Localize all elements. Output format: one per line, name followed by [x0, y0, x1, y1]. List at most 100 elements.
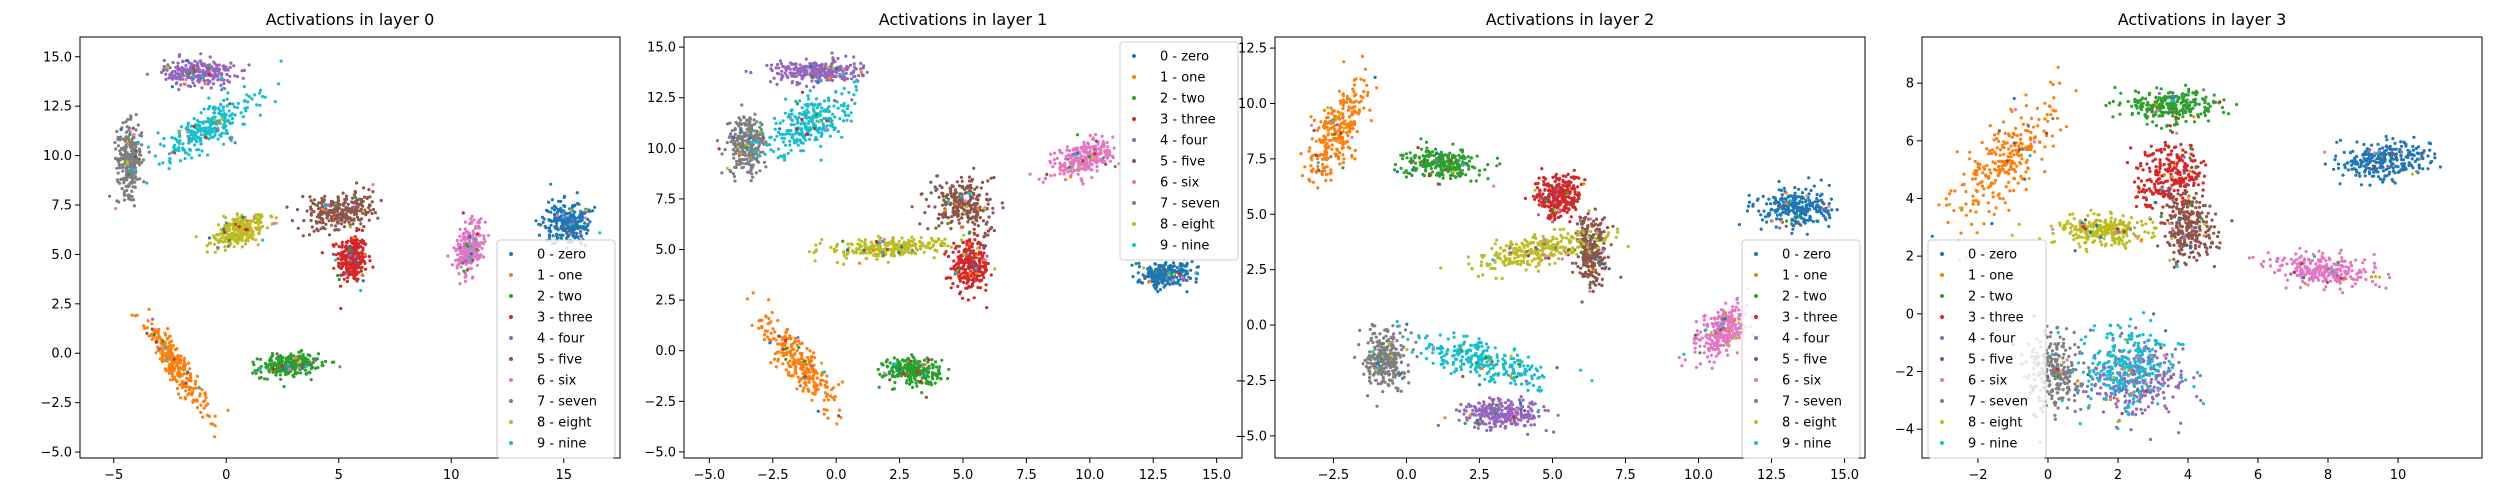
point-2	[278, 373, 282, 377]
point-5	[982, 276, 986, 280]
point-2	[268, 358, 272, 362]
point-8	[224, 216, 228, 220]
point-8	[959, 238, 964, 242]
point-4	[175, 76, 179, 80]
point-7	[133, 176, 137, 180]
point-4	[209, 86, 213, 90]
point-2	[916, 379, 920, 383]
point-9	[260, 94, 265, 99]
point-7	[749, 163, 753, 167]
point-1	[188, 372, 192, 376]
point-5	[954, 195, 959, 199]
point-4	[226, 78, 230, 83]
point-6	[470, 249, 474, 253]
point-2	[917, 366, 921, 370]
point-3	[963, 276, 967, 280]
point-4	[171, 60, 175, 65]
point-5	[957, 244, 962, 248]
point-5	[960, 216, 964, 220]
point-5	[981, 209, 985, 213]
point-4	[164, 77, 168, 81]
point-3	[334, 253, 338, 257]
point-5	[981, 219, 986, 223]
point-8	[869, 240, 873, 244]
point-1	[823, 391, 828, 395]
point-8	[854, 251, 859, 255]
point-6	[584, 216, 588, 220]
point-2	[251, 371, 255, 375]
point-1	[158, 357, 162, 361]
point-5	[968, 179, 972, 183]
point-9	[568, 223, 572, 227]
point-4	[859, 61, 863, 65]
point-7	[733, 179, 737, 183]
point-1	[160, 342, 164, 346]
point-4	[774, 66, 778, 70]
point-2	[256, 368, 260, 372]
point-5	[339, 211, 343, 215]
point-5	[301, 363, 305, 367]
point-5	[305, 209, 309, 213]
point-2	[913, 360, 917, 364]
point-5	[345, 214, 349, 218]
point-5	[290, 219, 294, 223]
point-6	[114, 207, 118, 211]
point-3	[958, 255, 962, 259]
point-1	[152, 330, 156, 334]
point-0	[555, 210, 560, 215]
point-1	[211, 422, 215, 426]
point-8	[983, 206, 987, 211]
point-1	[831, 396, 835, 400]
point-7	[120, 147, 124, 151]
point-5	[329, 204, 333, 208]
point-6	[963, 199, 967, 203]
point-4	[458, 246, 462, 250]
point-7	[748, 129, 752, 133]
point-4	[765, 63, 769, 67]
point-5	[935, 174, 939, 178]
point-3	[968, 238, 972, 242]
point-3	[952, 259, 956, 263]
point-9	[189, 129, 194, 133]
point-8	[247, 233, 251, 237]
point-3	[978, 250, 983, 254]
point-2	[784, 347, 788, 351]
point-5	[983, 231, 987, 235]
point-1	[760, 318, 764, 323]
point-7	[132, 204, 136, 208]
point-9	[187, 153, 191, 157]
legend-marker	[509, 294, 513, 298]
point-7	[140, 131, 144, 135]
point-4	[228, 136, 232, 140]
point-5	[325, 212, 329, 216]
point-4	[175, 81, 179, 85]
point-5	[967, 175, 972, 179]
point-7	[115, 129, 119, 134]
point-0	[809, 65, 813, 69]
point-9	[228, 121, 232, 126]
point-6	[483, 220, 487, 224]
point-3	[340, 240, 344, 244]
point-7	[764, 140, 768, 144]
point-7	[142, 180, 146, 184]
point-9	[231, 116, 235, 121]
point-1	[803, 363, 808, 367]
point-5	[316, 207, 321, 211]
point-5	[940, 203, 945, 207]
point-4	[795, 71, 799, 75]
point-0	[559, 199, 563, 204]
point-2	[892, 356, 896, 360]
point-1	[218, 121, 222, 125]
point-7	[118, 166, 122, 170]
point-0	[1175, 266, 1179, 270]
point-4	[852, 55, 856, 59]
point-1	[793, 352, 797, 356]
point-4	[177, 88, 181, 92]
point-6	[481, 242, 485, 246]
point-1	[815, 371, 819, 375]
point-5	[337, 212, 341, 216]
point-4	[191, 81, 195, 85]
point-7	[741, 135, 745, 139]
point-2	[227, 238, 231, 242]
point-3	[957, 250, 961, 254]
